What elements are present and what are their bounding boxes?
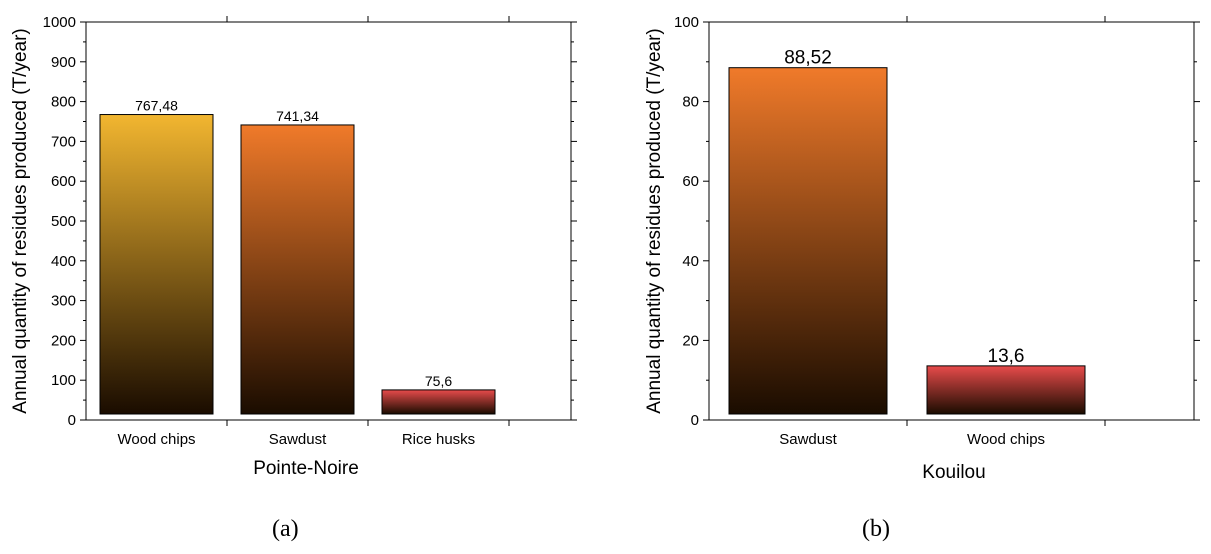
bar-wood-chips xyxy=(99,114,214,415)
bar-wood-chips xyxy=(926,365,1086,415)
y-tick-label: 60 xyxy=(682,173,699,190)
y-tick-label: 20 xyxy=(682,332,699,349)
y-axis-label-b: Annual quantity of residues produced (T/… xyxy=(644,28,665,414)
data-label-sawdust: 741,34 xyxy=(276,108,319,124)
y-tick-label: 500 xyxy=(51,213,76,230)
y-tick-label: 700 xyxy=(51,133,76,150)
y-tick-label: 200 xyxy=(51,332,76,349)
x-ticks-b: Sawdust Wood chips xyxy=(779,16,1106,448)
bar-sawdust xyxy=(240,124,355,415)
y-tick-label: 0 xyxy=(68,412,76,429)
data-label-wood-chips: 13,6 xyxy=(988,346,1025,367)
y-tick-label: 100 xyxy=(674,14,699,31)
caption-b: (b) xyxy=(862,516,890,542)
x-tick-label: Sawdust xyxy=(269,431,327,448)
y-tick-label: 400 xyxy=(51,253,76,270)
y-tick-label: 600 xyxy=(51,173,76,190)
y-tick-label: 900 xyxy=(51,54,76,71)
bars-a: 767,48 741,34 75,6 xyxy=(99,98,496,415)
x-axis-label-a: Pointe-Noire xyxy=(253,458,359,479)
y-tick-label: 1000 xyxy=(43,14,76,31)
bar-sawdust xyxy=(728,67,888,415)
y-tick-label: 80 xyxy=(682,94,699,111)
chart-a: 767,48 741,34 75,6 0 100 200 300 400 500 600 700 8… xyxy=(10,14,577,479)
y-axis-label-a: Annual quantity of residues produced (T/… xyxy=(10,28,31,414)
y-ticks-a: 0 100 200 300 400 500 600 700 800 900 1000 xyxy=(43,14,577,429)
x-tick-label: Wood chips xyxy=(967,431,1045,448)
data-label-rice-husks: 75,6 xyxy=(425,373,452,389)
y-tick-label: 40 xyxy=(682,253,699,270)
data-label-sawdust: 88,52 xyxy=(784,48,832,69)
bar-rice-husks xyxy=(381,389,496,415)
x-tick-label: Sawdust xyxy=(779,431,837,448)
y-tick-label: 300 xyxy=(51,293,76,310)
y-ticks-b: 0 20 40 60 80 100 xyxy=(674,14,1200,429)
caption-a: (a) xyxy=(272,516,299,542)
bars-b: 88,52 13,6 xyxy=(728,48,1086,415)
y-tick-label: 800 xyxy=(51,94,76,111)
x-ticks-a: Wood chips Sawdust Rice husks xyxy=(117,16,510,448)
x-tick-label: Wood chips xyxy=(117,431,195,448)
y-tick-label: 100 xyxy=(51,372,76,389)
data-label-wood-chips: 767,48 xyxy=(135,98,178,114)
y-tick-label: 0 xyxy=(691,412,699,429)
x-axis-label-b: Kouilou xyxy=(922,462,985,483)
chart-b: 88,52 13,6 0 20 40 60 80 100 Sawdust Wood chips… xyxy=(644,14,1200,483)
x-tick-label: Rice husks xyxy=(402,431,475,448)
